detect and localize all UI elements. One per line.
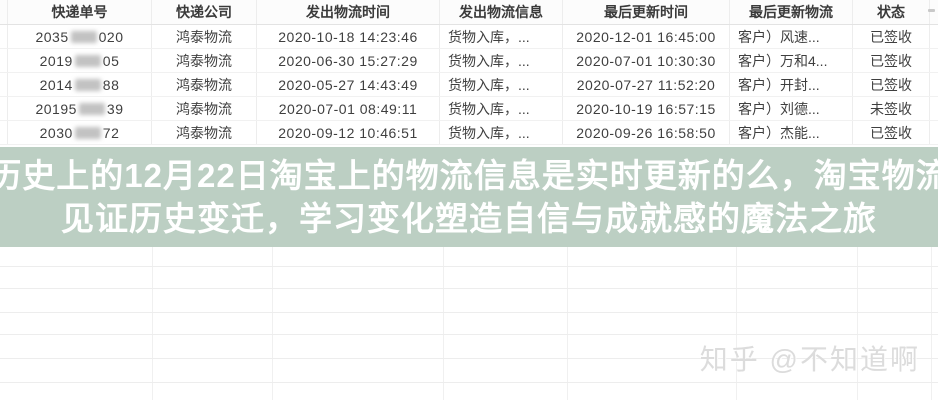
update-time-cell: 2020-09-26 16:58:50 [563, 121, 730, 144]
grid-hline [0, 288, 938, 289]
zhihu-watermark: 知乎 @不知道啊 [699, 344, 920, 375]
tracking-number-cell: 20195 39 [8, 97, 152, 120]
header-update-info: 最后更新物流 [730, 0, 853, 24]
overlay-title-line2: 见证历史变迁，学习变化塑造自信与成就感的魔法之旅 [61, 200, 877, 237]
company-cell: 鸿泰物流 [152, 121, 257, 144]
overlay-title-line1: 历史上的12月22日淘宝上的物流信息是实时更新的么，淘宝物流 [0, 157, 938, 194]
update-time-cell: 2020-10-19 16:57:15 [563, 97, 730, 120]
table-row[interactable]: 2014 88 鸿泰物流 2020-05-27 14:43:49 货物入库，...… [0, 73, 938, 97]
company-cell: 鸿泰物流 [152, 25, 257, 48]
table-row[interactable]: 20195 39 鸿泰物流 2020-07-01 08:49:11 货物入库，..… [0, 97, 938, 121]
update-time-cell: 2020-12-01 16:45:00 [563, 25, 730, 48]
sent-time-cell: 2020-07-01 08:49:11 [257, 97, 440, 120]
grid-hline [0, 334, 938, 335]
header-tracking-number: 快递单号 [8, 0, 152, 24]
update-info-cell: 客户）杰能... [730, 121, 853, 144]
sent-info-cell: 货物入库，... [440, 121, 563, 144]
table-row[interactable]: 2035 020 鸿泰物流 2020-10-18 14:23:46 货物入库，..… [0, 25, 938, 49]
sent-info-cell: 货物入库，... [440, 25, 563, 48]
header-sent-time: 发出物流时间 [257, 0, 440, 24]
header-cell-spacer [0, 0, 8, 24]
status-cell: 已签收 [853, 121, 930, 144]
status-cell: 已签收 [853, 73, 930, 96]
grid-vline [567, 247, 568, 400]
grid-hline [0, 266, 938, 267]
table-row[interactable]: 2019 05 鸿泰物流 2020-06-30 15:27:29 货物入库，...… [0, 49, 938, 73]
company-cell: 鸿泰物流 [152, 97, 257, 120]
grid-vline [736, 247, 737, 400]
grid-hline [0, 382, 938, 383]
company-cell: 鸿泰物流 [152, 73, 257, 96]
sent-time-cell: 2020-05-27 14:43:49 [257, 73, 440, 96]
header-status: 状态 [853, 0, 930, 24]
scroll-hint-mark [928, 9, 935, 12]
redacted-blur [74, 126, 101, 139]
tracking-number-cell: 2030 72 [8, 121, 152, 144]
redacted-blur [74, 78, 101, 91]
grid-vline [152, 247, 153, 400]
status-cell: 已签收 [853, 49, 930, 72]
grid-vline [443, 247, 444, 400]
grid-vline [857, 247, 858, 400]
empty-grid [0, 247, 938, 400]
header-cell-spacer [930, 0, 938, 24]
header-sent-info: 发出物流信息 [440, 0, 563, 24]
sent-info-cell: 货物入库，... [440, 73, 563, 96]
grid-vline [272, 247, 273, 400]
header-update-time: 最后更新时间 [563, 0, 730, 24]
status-cell: 未签收 [853, 97, 930, 120]
redacted-blur [78, 102, 105, 115]
sent-info-cell: 货物入库，... [440, 97, 563, 120]
update-info-cell: 客户）万和4... [730, 49, 853, 72]
update-info-cell: 客户）风速... [730, 25, 853, 48]
grid-hline [0, 312, 938, 313]
logistics-table: 快递单号 快递公司 发出物流时间 发出物流信息 最后更新时间 最后更新物流 状态… [0, 0, 938, 145]
title-overlay-banner: 历史上的12月22日淘宝上的物流信息是实时更新的么，淘宝物流 见证历史变迁，学习… [0, 147, 938, 247]
status-cell: 已签收 [853, 25, 930, 48]
table-row[interactable]: 2030 72 鸿泰物流 2020-09-12 10:46:51 货物入库，...… [0, 121, 938, 145]
update-info-cell: 客户）刘德... [730, 97, 853, 120]
redacted-blur [70, 30, 97, 43]
redacted-blur [74, 54, 101, 67]
tracking-number-cell: 2035 020 [8, 25, 152, 48]
grid-vline [931, 247, 932, 400]
table-header-row: 快递单号 快递公司 发出物流时间 发出物流信息 最后更新时间 最后更新物流 状态 [0, 0, 938, 25]
sent-time-cell: 2020-10-18 14:23:46 [257, 25, 440, 48]
sent-time-cell: 2020-06-30 15:27:29 [257, 49, 440, 72]
header-courier-company: 快递公司 [152, 0, 257, 24]
tracking-number-cell: 2019 05 [8, 49, 152, 72]
update-time-cell: 2020-07-27 11:52:20 [563, 73, 730, 96]
sent-time-cell: 2020-09-12 10:46:51 [257, 121, 440, 144]
company-cell: 鸿泰物流 [152, 49, 257, 72]
tracking-number-cell: 2014 88 [8, 73, 152, 96]
update-time-cell: 2020-07-01 10:30:30 [563, 49, 730, 72]
sent-info-cell: 货物入库，... [440, 49, 563, 72]
grid-hline [0, 358, 938, 359]
update-info-cell: 客户）开封... [730, 73, 853, 96]
